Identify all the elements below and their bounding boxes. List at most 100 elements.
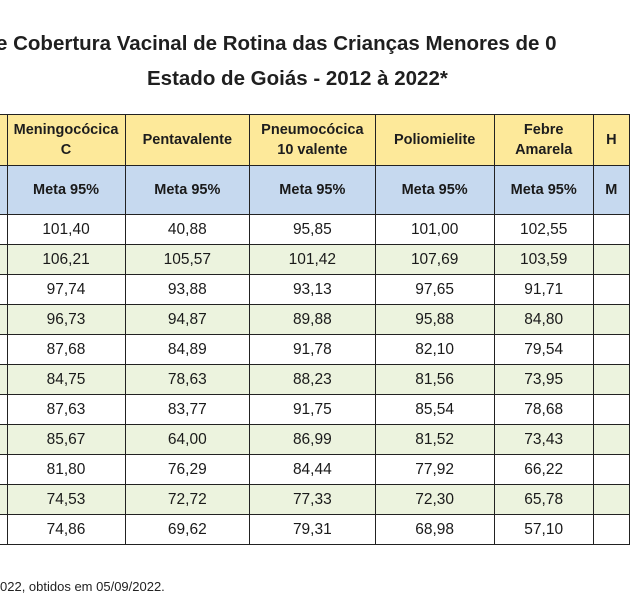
h-cell (592, 244, 631, 275)
header-line-1: Febre (523, 122, 564, 138)
pneumococica-10-cell: 77,33 (249, 484, 376, 515)
poliomielite-cell: 85,54 (374, 394, 495, 425)
pneumococica-10-cell: 93,13 (249, 274, 376, 305)
table-row: 81,80 76,29 84,44 77,92 66,22 (0, 454, 631, 485)
target-cell (0, 165, 8, 215)
pneumococica-10-header: Pneumocócica 10 valente (249, 114, 376, 166)
pneumococica-10-cell: 89,88 (249, 304, 376, 335)
febre-amarela-cell: 73,43 (493, 424, 594, 455)
meningococica-c-cell: 101,40 (6, 214, 126, 245)
febre-amarela-cell: 65,78 (493, 484, 594, 515)
meningococica-c-cell: 97,74 (6, 274, 126, 305)
h-cell (592, 454, 631, 485)
pneumococica-10-cell: 79,31 (249, 514, 376, 545)
table-title: e Cobertura Vacinal de Rotina das Crianç… (0, 32, 557, 55)
row-label-cell (0, 334, 8, 365)
header-line-2: 10 valente (277, 142, 348, 158)
header-line-1: H (606, 132, 617, 148)
pentavalente-header: Pentavalente (124, 114, 251, 166)
pneumococica-10-cell: 88,23 (249, 364, 376, 395)
pentavalente-cell: 72,72 (124, 484, 251, 515)
febre-amarela-cell: 102,55 (493, 214, 594, 245)
h-cell (592, 214, 631, 245)
poliomielite-cell: 81,52 (374, 424, 495, 455)
row-label-cell (0, 244, 8, 275)
pentavalente-cell: 84,89 (124, 334, 251, 365)
pneumococica-10-cell: 101,42 (249, 244, 376, 275)
pentavalente-cell: 64,00 (124, 424, 251, 455)
h-cell (592, 394, 631, 425)
pentavalente-cell: 93,88 (124, 274, 251, 305)
table-row: 101,40 40,88 95,85 101,00 102,55 (0, 214, 631, 245)
target-cell: Meta 95% (493, 165, 594, 215)
pneumococica-10-cell: 91,75 (249, 394, 376, 425)
row-label-cell (0, 454, 8, 485)
febre-amarela-cell: 91,71 (493, 274, 594, 305)
header-line-2: Amarela (515, 142, 573, 158)
row-label-cell (0, 394, 8, 425)
febre-amarela-cell: 78,68 (493, 394, 594, 425)
row-label-cell (0, 484, 8, 515)
target-cell: Meta 95% (6, 165, 126, 215)
meningococica-c-cell: 87,68 (6, 334, 126, 365)
header-line-2: C (60, 142, 72, 158)
meningococica-c-cell: 81,80 (6, 454, 126, 485)
pentavalente-cell: 94,87 (124, 304, 251, 335)
header-line-1: Meningocócica (13, 122, 119, 138)
header-line-1: Pneumocócica (261, 122, 364, 138)
header-row: Meningocócica C Pentavalente Pneumocócica 10… (0, 114, 631, 166)
row-label-header (0, 114, 8, 166)
pentavalente-cell: 78,63 (124, 364, 251, 395)
row-label-cell (0, 514, 8, 545)
poliomielite-cell: 82,10 (374, 334, 495, 365)
target-row: Meta 95% Meta 95% Meta 95% Meta 95% Meta 95%… (0, 165, 631, 215)
table-subtitle: Estado de Goiás - 2012 à 2022* (147, 67, 448, 90)
poliomielite-cell: 68,98 (374, 514, 495, 545)
meningococica-c-cell: 74,86 (6, 514, 126, 545)
h-cell (592, 334, 631, 365)
febre-amarela-cell: 103,59 (493, 244, 594, 275)
febre-amarela-cell: 84,80 (493, 304, 594, 335)
meningococica-c-cell: 74,53 (6, 484, 126, 515)
febre-amarela-cell: 57,10 (493, 514, 594, 545)
table-row: 87,63 83,77 91,75 85,54 78,68 (0, 394, 631, 425)
pentavalente-cell: 83,77 (124, 394, 251, 425)
h-cell (592, 484, 631, 515)
row-label-cell (0, 424, 8, 455)
febre-amarela-cell: 73,95 (493, 364, 594, 395)
row-label-cell (0, 364, 8, 395)
table-row: 84,75 78,63 88,23 81,56 73,95 (0, 364, 631, 395)
h-cell (592, 304, 631, 335)
target-cell: Meta 95% (124, 165, 251, 215)
pneumococica-10-cell: 84,44 (249, 454, 376, 485)
febre-amarela-cell: 66,22 (493, 454, 594, 485)
target-cell: Meta 95% (374, 165, 495, 215)
row-label-cell (0, 214, 8, 245)
vaccination-coverage-table: Meningocócica C Pentavalente Pneumocócica 10… (0, 114, 631, 545)
header-line-1: Pentavalente (142, 132, 233, 148)
row-label-cell (0, 304, 8, 335)
h-cell (592, 274, 631, 305)
h-cell (592, 424, 631, 455)
row-label-cell (0, 274, 8, 305)
h-header: H (592, 114, 631, 166)
table-row: 74,86 69,62 79,31 68,98 57,10 (0, 514, 631, 545)
target-cell: Meta 95% (249, 165, 376, 215)
table-row: 85,67 64,00 86,99 81,52 73,43 (0, 424, 631, 455)
pentavalente-cell: 69,62 (124, 514, 251, 545)
header-line-1: Poliomielite (393, 132, 476, 148)
febre-amarela-header: Febre Amarela (493, 114, 594, 166)
h-cell (592, 364, 631, 395)
source-footnote: 022, obtidos em 05/09/2022. (0, 579, 165, 594)
poliomielite-cell: 77,92 (374, 454, 495, 485)
pneumococica-10-cell: 86,99 (249, 424, 376, 455)
meningococica-c-cell: 84,75 (6, 364, 126, 395)
poliomielite-cell: 72,30 (374, 484, 495, 515)
pneumococica-10-cell: 91,78 (249, 334, 376, 365)
febre-amarela-cell: 79,54 (493, 334, 594, 365)
poliomielite-cell: 81,56 (374, 364, 495, 395)
table-row: 97,74 93,88 93,13 97,65 91,71 (0, 274, 631, 305)
pentavalente-cell: 40,88 (124, 214, 251, 245)
meningococica-c-cell: 85,67 (6, 424, 126, 455)
table-row: 96,73 94,87 89,88 95,88 84,80 (0, 304, 631, 335)
